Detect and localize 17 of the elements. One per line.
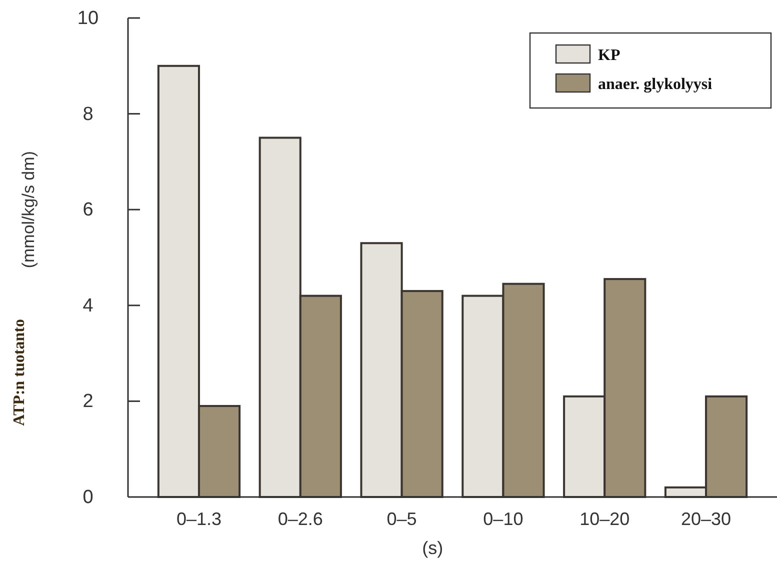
x-tick-label: 0–2.6: [278, 509, 323, 529]
y-tick-label: 10: [77, 8, 99, 29]
x-tick-label: 20–30: [680, 509, 732, 529]
x-tick-label: 0–1.3: [176, 509, 222, 529]
x-tick-label: 0–5: [386, 509, 417, 529]
y-tick-label: 0: [82, 487, 94, 508]
y-tick-label: 2: [82, 391, 94, 412]
legend-label: KP: [598, 47, 620, 64]
y-tick-label: 8: [82, 104, 94, 125]
y-tick-label: 4: [82, 295, 94, 316]
y-axis-title: (mmol/kg/s dm): [19, 151, 38, 268]
x-tick-label: 10–20: [580, 509, 630, 529]
x-tick-label: 0–10: [483, 509, 524, 529]
legend-label: anaer. glykolyysi: [598, 76, 713, 93]
x-axis-title: (s): [422, 538, 444, 558]
y-tick-label: 6: [82, 200, 94, 221]
text: ATP:n tuotanto: [11, 319, 28, 426]
